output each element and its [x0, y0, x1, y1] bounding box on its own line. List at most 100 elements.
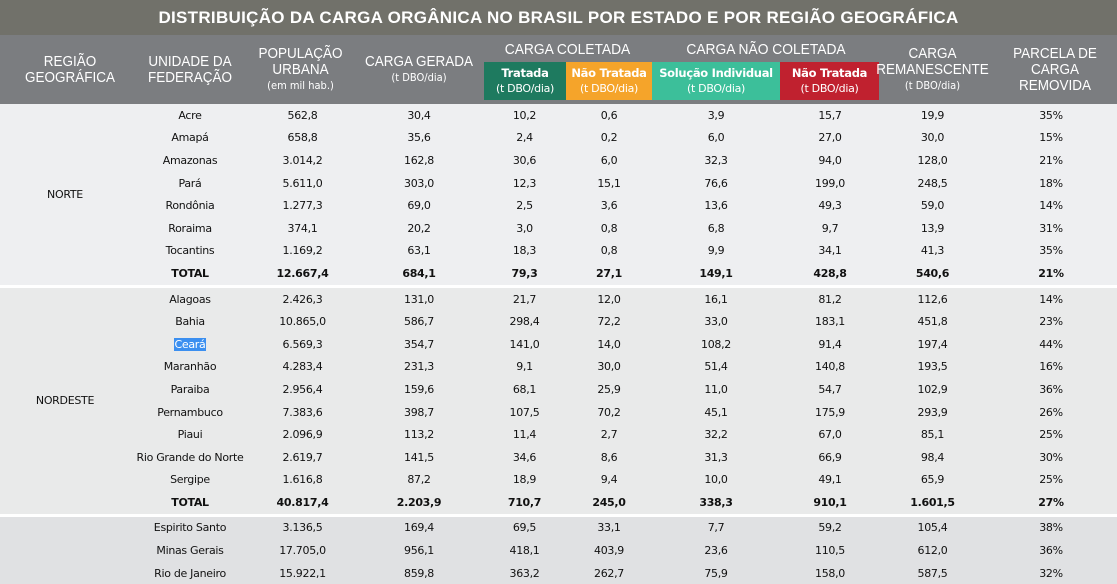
- value-cell: 199,0: [815, 176, 845, 190]
- header-remanescente: CARGA REMANESCENTE (t DBO/dia): [876, 35, 989, 104]
- value-cell: 859,8: [404, 566, 434, 580]
- value-cell: 2.619,7: [282, 450, 323, 464]
- value-cell: 10,0: [704, 473, 728, 487]
- header-nao-tratada-nc: Não Tratada (t DBO/dia): [780, 62, 879, 100]
- value-cell: 30,6: [512, 153, 537, 167]
- value-cell: 98,4: [920, 450, 945, 464]
- value-cell: 35%: [1039, 108, 1063, 122]
- value-cell: 30,0: [597, 360, 621, 374]
- value-cell: 2,5: [516, 199, 533, 213]
- value-cell: 15,7: [818, 108, 842, 122]
- header-text: REGIÃO: [43, 52, 97, 70]
- header-text: FEDERAÇÃO: [147, 68, 233, 86]
- value-cell: 14,0: [597, 337, 621, 351]
- table-row: Rondônia 1.277,3 69,0 2,5 3,6 13,6 49,3 59,0 14%: [0, 194, 1117, 217]
- value-cell: 30,0: [920, 131, 945, 145]
- value-cell: 586,7: [404, 315, 434, 329]
- value-cell: 69,0: [407, 199, 431, 213]
- value-cell: 6,0: [600, 153, 618, 167]
- header-text: Não Tratada: [571, 66, 647, 80]
- value-cell: 17.705,0: [279, 544, 326, 558]
- value-cell: 41,3: [920, 244, 945, 258]
- value-cell: 2,4: [516, 131, 533, 145]
- header-text: CARGA: [908, 45, 957, 62]
- value-cell: 303,0: [404, 176, 434, 190]
- header-unit: (t DBO/dia): [579, 82, 639, 95]
- value-cell: 49,3: [818, 199, 842, 213]
- value-cell: 338,3: [699, 495, 733, 509]
- value-cell: 0,2: [600, 131, 618, 145]
- value-cell: 54,7: [818, 382, 842, 396]
- value-cell: 21,7: [512, 292, 537, 306]
- state-cell: Minas Gerais: [156, 544, 224, 558]
- header-uf: UNIDADE DA FEDERAÇÃO: [136, 35, 244, 104]
- total-row: TOTAL 12.667,4 684,1 79,3 27,1 149,1 428,8 540,…: [0, 262, 1117, 285]
- value-cell: 68,1: [512, 382, 537, 396]
- header-unit: (t DBO/dia): [686, 82, 746, 95]
- header-text: CARGA: [1030, 60, 1080, 78]
- value-cell: 112,6: [917, 292, 948, 306]
- header-text: GEOGRÁFICA: [24, 68, 115, 86]
- value-cell: 293,9: [917, 405, 948, 419]
- state-cell: Rio Grande do Norte: [136, 450, 244, 464]
- header-unit: (t DBO/dia): [495, 82, 555, 95]
- value-cell: 75,9: [704, 566, 728, 580]
- value-cell: 18,3: [512, 244, 537, 258]
- value-cell: 710,7: [507, 495, 542, 509]
- value-cell: 587,5: [917, 566, 948, 580]
- value-cell: 162,8: [404, 153, 434, 167]
- value-cell: 16,1: [704, 292, 728, 306]
- value-cell: 374,1: [287, 221, 318, 235]
- value-cell: 33,0: [704, 315, 728, 329]
- table-row: Amapá 658,8 35,6 2,4 0,2 6,0 27,0 30,0 15%: [0, 126, 1117, 150]
- value-cell: 36%: [1039, 544, 1063, 558]
- value-cell: 27%: [1038, 495, 1064, 509]
- value-cell: 0,6: [600, 108, 618, 122]
- value-cell: 69,5: [512, 521, 537, 535]
- state-cell: Tocantins: [165, 244, 215, 258]
- header-populacao: POPULAÇÃO URBANA (em mil hab.): [253, 35, 348, 104]
- value-cell: 15,1: [597, 176, 621, 190]
- value-cell: 33,1: [597, 521, 621, 535]
- state-cell: Maranhão: [163, 360, 217, 374]
- value-cell: 3.014,2: [282, 153, 323, 167]
- value-cell: 910,1: [813, 495, 847, 509]
- state-cell: Ceará: [130, 333, 250, 356]
- header-text: PARCELA DE: [1013, 44, 1097, 62]
- value-cell: 193,5: [917, 360, 948, 374]
- value-cell: 298,4: [509, 315, 540, 329]
- table-row: Rio de Janeiro 15.922,1 859,8 363,2 262,7 75,…: [0, 561, 1117, 584]
- table-row: Bahia 10.865,0 586,7 298,4 72,2 33,0 183,1 451,…: [0, 310, 1117, 333]
- value-cell: 25%: [1039, 428, 1063, 442]
- table-row: Paraiba 2.956,4 159,6 68,1 25,9 11,0 54,7 102,9…: [0, 378, 1117, 401]
- state-cell: Amapá: [171, 131, 209, 145]
- value-cell: 67,0: [818, 428, 842, 442]
- selected-text[interactable]: Ceará: [173, 337, 207, 351]
- value-cell: 108,2: [701, 337, 731, 351]
- value-cell: 21%: [1039, 153, 1063, 167]
- value-cell: 6,0: [707, 131, 725, 145]
- value-cell: 175,9: [815, 405, 845, 419]
- region-label: NORDESTE: [35, 394, 95, 408]
- value-cell: 31%: [1039, 221, 1063, 235]
- value-cell: 51,4: [704, 360, 728, 374]
- value-cell: 3,9: [707, 108, 725, 122]
- value-cell: 10.865,0: [279, 315, 326, 329]
- value-cell: 0,8: [600, 221, 618, 235]
- value-cell: 31,3: [704, 450, 728, 464]
- value-cell: 183,1: [815, 315, 845, 329]
- value-cell: 44%: [1039, 337, 1063, 351]
- value-cell: 7,7: [707, 521, 725, 535]
- value-cell: 10,2: [512, 108, 537, 122]
- region-separator: [0, 513, 1117, 517]
- header-carga-coletada: CARGA COLETADA: [504, 41, 631, 58]
- value-cell: 562,8: [287, 108, 318, 122]
- value-cell: 18,9: [512, 473, 537, 487]
- header-text: CARGA GERADA: [364, 53, 474, 70]
- table-row: Tocantins 1.169,2 63,1 18,3 0,8 9,9 34,1 41,3 35…: [0, 239, 1117, 263]
- state-cell: Pará: [178, 176, 202, 190]
- value-cell: 27,1: [596, 266, 622, 280]
- header-text: REMOVIDA: [1018, 76, 1091, 94]
- table-header: REGIÃO GEOGRÁFICA UNIDADE DA FEDERAÇÃO POP…: [0, 35, 1117, 104]
- state-cell: Alagoas: [169, 292, 211, 306]
